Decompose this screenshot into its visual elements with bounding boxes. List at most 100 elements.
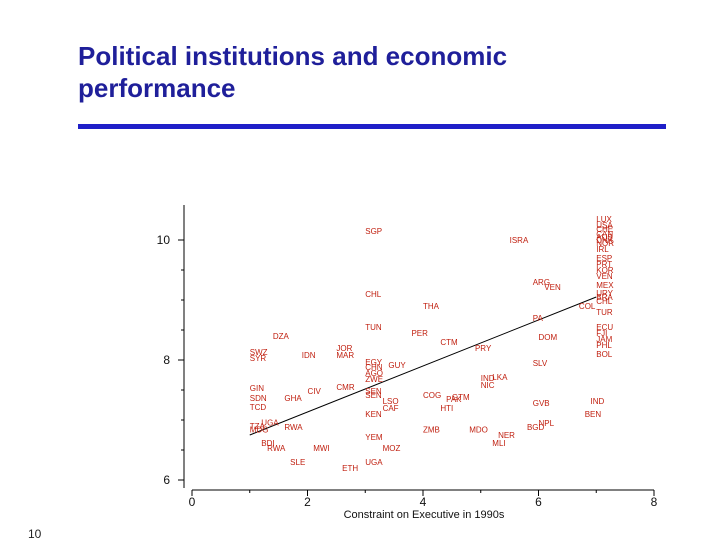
fit-line <box>249 296 597 436</box>
data-point-label: TUN <box>365 323 382 332</box>
data-point-label: VEN <box>544 283 561 292</box>
title-rule <box>78 124 666 129</box>
data-point-label: DZA <box>273 332 290 341</box>
data-point-label: VEN <box>596 272 613 281</box>
data-point-label: GIN <box>250 384 264 393</box>
data-point-label: USA <box>596 221 613 230</box>
x-axis-title: Constraint on Executive in 1990s <box>344 509 505 521</box>
data-point-label: LKA <box>492 373 508 382</box>
data-point-label: PRY <box>475 344 492 353</box>
data-point-label: NPL <box>539 419 555 428</box>
data-point-label: SYR <box>250 354 267 363</box>
data-point-label: SEN <box>365 387 382 396</box>
data-point-label: SDN <box>250 394 267 403</box>
page-number: 10 <box>28 527 42 541</box>
data-point-label: ARG <box>533 278 550 287</box>
data-point-label: ZMB <box>423 426 440 435</box>
data-point-label: ZWE <box>365 375 383 384</box>
data-point-label: TZA <box>250 422 266 431</box>
data-point-label: MLI <box>492 439 505 448</box>
data-point-label: PHL <box>596 341 612 350</box>
x-tick-label: 6 <box>535 495 542 509</box>
data-point-label: UGA <box>261 418 279 427</box>
data-point-label: CAF <box>383 404 399 413</box>
data-point-label: ESP <box>596 254 612 263</box>
data-point-label: DNK <box>596 236 614 245</box>
data-point-label: FJI <box>596 329 607 338</box>
data-point-label: KEN <box>365 410 382 419</box>
data-point-label: SLE <box>290 458 305 467</box>
data-point-label: NOR <box>596 239 614 248</box>
data-point-label: MWI <box>313 444 329 453</box>
data-point-label: THA <box>423 302 440 311</box>
data-point-label: DOM <box>539 333 558 342</box>
data-point-label: GTM <box>452 393 470 402</box>
y-tick-label: 8 <box>163 353 170 367</box>
data-point-label: YEM <box>365 433 383 442</box>
data-point-label: SEN <box>365 391 382 400</box>
data-point-label: BRA <box>596 293 613 302</box>
data-point-label: NER <box>498 431 515 440</box>
data-point-label: LUX <box>596 215 612 224</box>
data-point-label: IDN <box>302 351 316 360</box>
data-point-label: PER <box>411 329 428 338</box>
data-point-label: EGY <box>365 358 383 367</box>
fit-line-group <box>249 296 597 436</box>
data-point-label: MDG <box>250 426 269 435</box>
data-point-label: MEX <box>596 281 614 290</box>
data-point-label: CHL <box>365 290 382 299</box>
data-point-label: CMR <box>336 383 354 392</box>
data-point-label: ECU <box>596 323 613 332</box>
data-point-label: CHL <box>596 297 613 306</box>
data-point-label: ETH <box>342 464 358 473</box>
x-tick-label: 0 <box>189 495 196 509</box>
data-point-label: MOZ <box>383 444 401 453</box>
data-point-label: NIC <box>481 381 495 390</box>
data-point-label: PRT <box>596 260 612 269</box>
chart-axes: 6 8 10 0 2 4 6 8 <box>157 205 658 509</box>
data-point-label: BGD <box>527 423 545 432</box>
slide-title: Political institutions and economic perf… <box>78 41 508 103</box>
data-point-label: AGO <box>365 369 383 378</box>
data-point-label: ISRA <box>510 236 529 245</box>
data-point-label: AUS <box>596 233 612 242</box>
data-point-label: PAK <box>446 395 462 404</box>
data-point-label: CTM <box>440 338 458 347</box>
data-point-label: SWZ <box>250 348 268 357</box>
y-tick-label: 10 <box>157 233 171 247</box>
data-point-label: TCD <box>250 403 267 412</box>
data-point-label: LSO <box>383 397 399 406</box>
x-tick-label: 2 <box>304 495 311 509</box>
data-point-label: MAR <box>336 351 354 360</box>
data-point-label: IND <box>481 374 495 383</box>
data-point-label: MDO <box>469 426 488 435</box>
data-point-label: IND <box>590 397 604 406</box>
data-point-label: UGA <box>365 458 383 467</box>
data-point-label: BOL <box>596 350 613 359</box>
y-tick-label: 6 <box>163 473 170 487</box>
data-point-label: TUR <box>596 308 613 317</box>
data-point-label: JAM <box>596 335 612 344</box>
data-point-label: URY <box>596 289 613 298</box>
data-point-label: CHN <box>365 363 383 372</box>
data-point-label: SGP <box>365 227 382 236</box>
data-point-label: BDI <box>261 439 274 448</box>
data-point-label: CIV <box>308 387 322 396</box>
data-point-label: KOR <box>596 266 614 275</box>
data-point-label: RWA <box>284 423 303 432</box>
data-point-label: CAN <box>596 230 613 239</box>
data-point-label: COG <box>423 391 441 400</box>
x-tick-label: 4 <box>420 495 427 509</box>
data-point-label: JOR <box>336 344 352 353</box>
data-point-label: GHA <box>284 394 302 403</box>
data-point-label: COL <box>579 302 596 311</box>
data-point-label: SLV <box>533 359 548 368</box>
data-point-label: RWA <box>267 444 286 453</box>
data-point-label: HTI <box>440 404 453 413</box>
data-point-label: CHE <box>596 225 613 234</box>
x-tick-label: 8 <box>651 495 658 509</box>
data-point-label: GUY <box>388 361 406 370</box>
data-points: SGP ISRA LUXUSACHECANAUSDNKNORIRLESPPRTKOR… <box>250 215 615 473</box>
data-point-label: BEN <box>585 410 602 419</box>
